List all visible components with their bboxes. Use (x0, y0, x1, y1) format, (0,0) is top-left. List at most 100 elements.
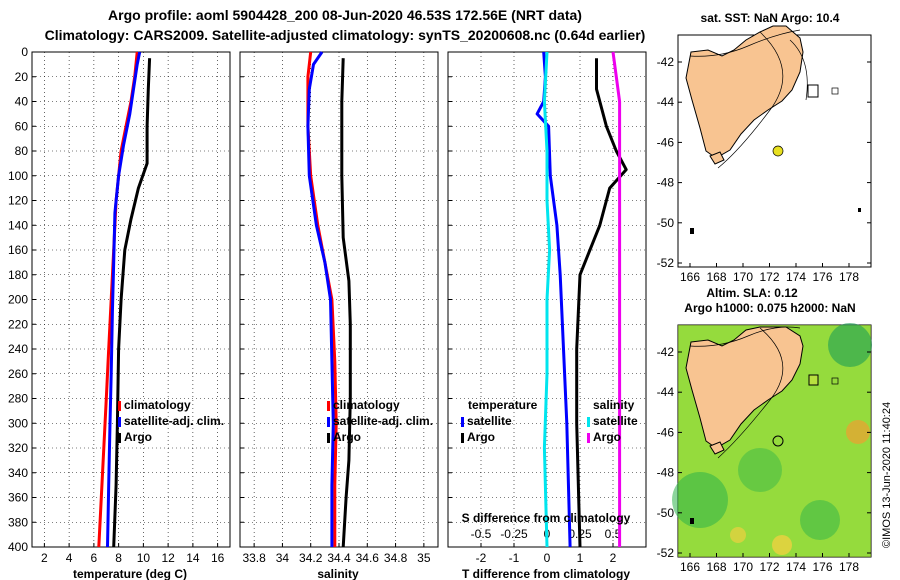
sla-map-title-2: Argo h1000: 0.075 h2000: NaN (684, 301, 855, 315)
map-lat-label: -52 (657, 256, 675, 270)
y-tick-label: 60 (15, 119, 29, 133)
legend-title-salinity: salinity (593, 398, 635, 412)
map-lat-label: -50 (657, 506, 675, 520)
y-tick-label: 400 (8, 540, 28, 554)
map-lon-label: 168 (706, 560, 726, 574)
y-tick-label: 240 (8, 342, 28, 356)
sla-low-anomaly (738, 448, 782, 492)
x2-tick-label: -0.25 (500, 527, 528, 541)
map-lon-label: 178 (839, 560, 859, 574)
x-tick-label: 6 (91, 551, 98, 565)
sst-map-ticks: -42 -44 -46 -48 -50 -52 166 168 170 172 174 176 178 (657, 55, 871, 284)
s-difference-axis-label: S difference from climatology (462, 511, 631, 525)
argo-location-marker (772, 435, 784, 447)
sst-map-title: sat. SST: NaN Argo: 10.4 (701, 11, 840, 25)
map-lat-label: -44 (657, 385, 675, 399)
isobath-line (789, 39, 808, 101)
title-line-1: Argo profile: aoml 5904428_200 08-Jun-20… (108, 7, 582, 23)
sla-map (672, 323, 872, 558)
series-line-t-argo (575, 58, 628, 548)
stewart-island (709, 151, 725, 165)
x-tick-label: 8 (115, 551, 122, 565)
y-tick-label: 120 (8, 194, 28, 208)
x-tick-label: -1 (509, 551, 520, 565)
auckland-islands (690, 228, 694, 234)
legend-swatch-t-satellite (461, 417, 464, 427)
y-tick-label: 300 (8, 416, 28, 430)
y-tick-label: 180 (8, 268, 28, 282)
x-tick-label: 34 (276, 551, 290, 565)
x2-tick-label: -0.5 (471, 527, 492, 541)
map-lon-label: 172 (759, 560, 779, 574)
isobath-line (717, 327, 784, 459)
map-lon-label: 174 (786, 560, 806, 574)
y-tick-label: 100 (8, 169, 28, 183)
legend-swatch-satellite (118, 417, 121, 427)
y-tick-label: 340 (8, 466, 28, 480)
legend-swatch-s-argo (587, 433, 590, 443)
legend-swatch-t-argo (461, 433, 464, 443)
map-lat-label: -52 (657, 546, 675, 560)
sla-map-title-1: Altim. SLA: 0.12 (706, 286, 798, 300)
sla-map-ticks: -42 -44 -46 -48 -50 -52 166 168 170 172 174 176 178 (657, 345, 871, 574)
salinity-panel: 33.8 34 34.2 34.4 34.6 34.8 35 (239, 51, 439, 565)
stewart-island (709, 441, 725, 455)
chatham-rise-feature (808, 374, 819, 386)
map-lon-label: 178 (839, 270, 859, 284)
y-tick-label: 380 (8, 515, 28, 529)
legend-label-climatology: climatology (333, 398, 400, 412)
map-lon-label: 176 (812, 560, 832, 574)
temperature-legend: climatology satellite-adj. clim. Argo (118, 398, 224, 444)
series-line-s-argo (611, 51, 622, 547)
y-tick-label: 0 (21, 45, 28, 59)
legend-swatch-argo (118, 433, 121, 443)
series-line-argo (340, 58, 352, 548)
legend-label-argo: Argo (333, 430, 361, 444)
x-tick-label: 14 (186, 551, 200, 565)
y-tick-label: 140 (8, 218, 28, 232)
difference-legend: temperature satellite Argo salinity sate… (461, 398, 638, 444)
legend-swatch-climatology (118, 401, 121, 411)
isobath-line (717, 31, 784, 169)
x-tick-label: 0 (544, 551, 551, 565)
isobath-line (689, 326, 801, 347)
series-line-satellite-adj-clim- (306, 51, 335, 547)
legend-swatch-s-satellite (587, 417, 590, 427)
legend-label-t-satellite: satellite (467, 414, 512, 428)
legend-swatch-satellite (327, 417, 330, 427)
legend-label-satellite: satellite-adj. clim. (333, 414, 433, 428)
sla-low-anomaly (828, 323, 872, 367)
new-zealand-south-island (685, 25, 804, 159)
series-line-s-satellite (542, 51, 552, 548)
island-dot (858, 208, 861, 212)
map-lon-label: 174 (786, 270, 806, 284)
island-outline (831, 87, 839, 95)
map-lon-label: 176 (812, 270, 832, 284)
series-line-argo (112, 58, 152, 548)
map-lon-label: 172 (759, 270, 779, 284)
map-lon-label: 168 (706, 270, 726, 284)
sla-high-anomaly (846, 420, 870, 444)
map-lon-label: 166 (680, 270, 700, 284)
x-tick-label: 34.4 (327, 551, 351, 565)
x-tick-label: 10 (137, 551, 151, 565)
legend-label-argo: Argo (124, 430, 152, 444)
x-tick-label: 33.8 (242, 551, 266, 565)
temperature-panel: 2 4 6 8 10 12 14 16 (31, 51, 231, 565)
y-tick-label: 260 (8, 367, 28, 381)
x-tick-label: 2 (610, 551, 617, 565)
t-difference-axis-label: T difference from climatology (462, 567, 630, 580)
isobath-line (689, 29, 801, 57)
map-lat-label: -46 (657, 425, 675, 439)
map-lat-label: -42 (657, 55, 675, 69)
salinity-legend: climatology satellite-adj. clim. Argo (327, 398, 433, 444)
sst-map (677, 25, 872, 268)
sla-low-anomaly (672, 472, 728, 528)
x-tick-label: 34.8 (384, 551, 408, 565)
legend-swatch-climatology (327, 401, 330, 411)
x2-tick-label: 0.5 (605, 527, 622, 541)
sla-high-anomaly (730, 527, 746, 543)
y-tick-label: 280 (8, 392, 28, 406)
depth-axis-labels: 0 20 40 60 80 100 120 140 160 180 200 220 240 260 280 3… (8, 45, 28, 554)
